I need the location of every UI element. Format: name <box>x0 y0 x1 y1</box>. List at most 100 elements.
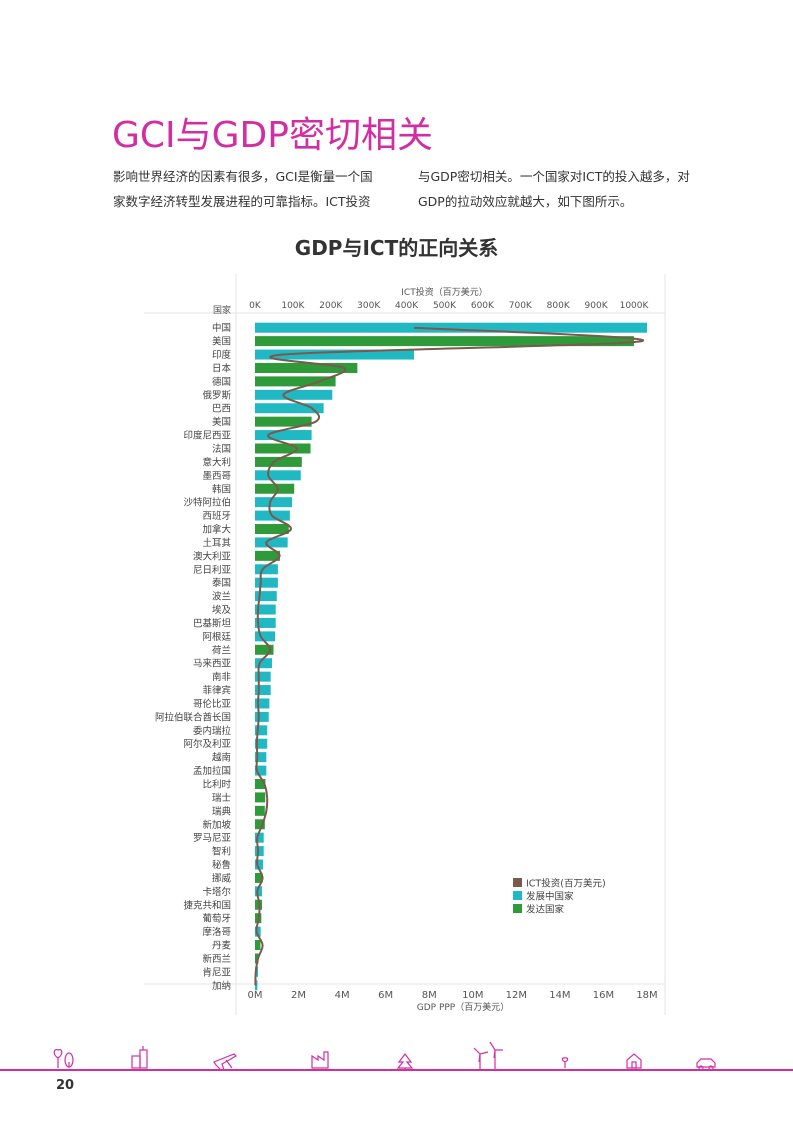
country-label: 美国 <box>212 416 231 428</box>
bottom-tick-label: 8M <box>422 990 437 1001</box>
category-header: 国家 <box>213 304 231 316</box>
footer-icon-strip <box>53 1041 716 1071</box>
country-label: 韩国 <box>212 483 231 495</box>
country-label: 加纳 <box>212 980 231 992</box>
gdp-bar <box>255 859 264 870</box>
country-label: 泰国 <box>212 577 231 589</box>
gdp-bar <box>255 524 289 535</box>
country-label: 瑞典 <box>212 805 232 817</box>
top-tick-label: 300K <box>357 301 381 311</box>
gdp-bar <box>255 349 414 360</box>
country-label: 比利时 <box>202 778 231 790</box>
country-label: 巴基斯坦 <box>193 617 232 629</box>
gdp-bar <box>255 443 311 454</box>
country-label: 阿根廷 <box>202 631 231 643</box>
legend-swatch-ict <box>513 878 522 887</box>
bottom-tick-label: 12M <box>506 990 527 1001</box>
country-label: 越南 <box>212 752 231 764</box>
gdp-bar <box>255 953 259 964</box>
gdp-bar <box>255 698 270 709</box>
country-label: 印度 <box>212 349 232 361</box>
country-label: 中国 <box>212 322 231 334</box>
gdp-bar <box>255 322 647 333</box>
house-icon <box>626 1053 642 1069</box>
gdp-bar <box>255 711 269 722</box>
top-axis-label: ICT投资（百万美元） <box>401 286 487 298</box>
bottom-tick-label: 4M <box>335 990 350 1001</box>
gdp-bar <box>255 483 295 494</box>
top-tick-label: 100K <box>281 301 305 311</box>
factory-icon <box>311 1051 329 1069</box>
country-label: 秘鲁 <box>212 859 231 871</box>
intro-left-line-2: 家数字经济转型发展进程的可靠指标。ICT投资 <box>113 194 371 209</box>
country-label: 巴西 <box>212 404 231 415</box>
gdp-bar <box>255 940 261 951</box>
gdp-bar <box>255 778 266 789</box>
wind-turbine-icon <box>473 1041 503 1070</box>
legend-swatch-developing <box>513 891 522 900</box>
gdp-bar <box>255 832 264 843</box>
gdp-bar <box>255 872 263 883</box>
gdp-bar <box>255 362 358 373</box>
country-label: 尼日利亚 <box>193 564 232 576</box>
gdp-bar <box>255 591 277 602</box>
gdp-bar <box>255 819 265 830</box>
top-tick-label: 900K <box>585 301 609 311</box>
airplane-icon <box>213 1053 237 1071</box>
country-label: 墨西哥 <box>202 471 231 482</box>
gdp-bar <box>255 403 324 414</box>
gdp-bar <box>255 456 302 467</box>
country-label: 阿尔及利亚 <box>183 738 231 750</box>
country-label: 日本 <box>212 362 232 374</box>
gdp-bar <box>255 537 288 548</box>
legend-label-developing: 发展中国家 <box>526 891 574 903</box>
country-label: 葡萄牙 <box>202 913 231 925</box>
intro-left: 影响世界经济的因素有很多，GCI是衡量一个国 家数字经济转型发展进程的可靠指标。… <box>113 164 403 214</box>
bottom-tick-label: 6M <box>378 990 393 1001</box>
country-label: 哥伦比亚 <box>193 698 232 710</box>
chart-title: GDP与ICT的正向关系 <box>294 236 499 260</box>
legend-swatch-developed <box>513 904 522 913</box>
country-label: 荷兰 <box>212 644 231 656</box>
country-label: 沙特阿拉伯 <box>183 497 231 509</box>
country-label: 美国 <box>212 336 231 348</box>
bottom-tick-label: 14M <box>549 990 570 1001</box>
top-tick-label: 200K <box>319 301 343 311</box>
gdp-bar <box>255 671 271 682</box>
gdp-bar <box>255 926 261 937</box>
country-label: 卡塔尔 <box>202 886 231 898</box>
gdp-ict-chart: ICT投资（百万美元） 0K 100K 200K 300K 400K 500K 600K 700… <box>144 274 666 1015</box>
country-label: 埃及 <box>212 604 232 616</box>
country-label: 土耳其 <box>202 537 231 549</box>
gdp-bar <box>255 604 276 615</box>
gdp-bar <box>255 658 272 669</box>
top-tick-label: 600K <box>471 301 495 311</box>
gdp-bar <box>255 376 336 387</box>
gdp-bar <box>255 617 276 628</box>
gdp-bar <box>255 644 274 655</box>
gdp-bar <box>255 765 267 776</box>
country-label: 俄罗斯 <box>202 389 231 401</box>
country-label: 挪威 <box>212 872 232 884</box>
page-title: GCI与GDP密切相关 <box>112 115 433 156</box>
country-label: 马来西亚 <box>193 659 232 670</box>
country-label: 捷克共和国 <box>183 899 231 911</box>
gdp-bar <box>255 738 268 749</box>
gdp-bar <box>255 416 312 427</box>
gdp-bar <box>255 899 262 910</box>
plant-icon <box>53 1049 74 1068</box>
gdp-bar <box>255 752 267 763</box>
gdp-bar <box>255 846 264 857</box>
gdp-bar <box>255 725 268 736</box>
country-label: 阿拉伯联合酋长国 <box>155 711 231 723</box>
gdp-bar <box>255 631 276 642</box>
country-label: 丹麦 <box>212 940 232 952</box>
sprout-icon <box>561 1057 569 1068</box>
country-label: 瑞士 <box>212 792 232 804</box>
legend-label-developed: 发达国家 <box>526 904 565 916</box>
gdp-bar <box>255 430 312 441</box>
buildings-icon <box>131 1046 148 1069</box>
gdp-bar <box>255 336 634 347</box>
country-label: 德国 <box>212 376 231 388</box>
bottom-tick-label: 16M <box>593 990 614 1001</box>
